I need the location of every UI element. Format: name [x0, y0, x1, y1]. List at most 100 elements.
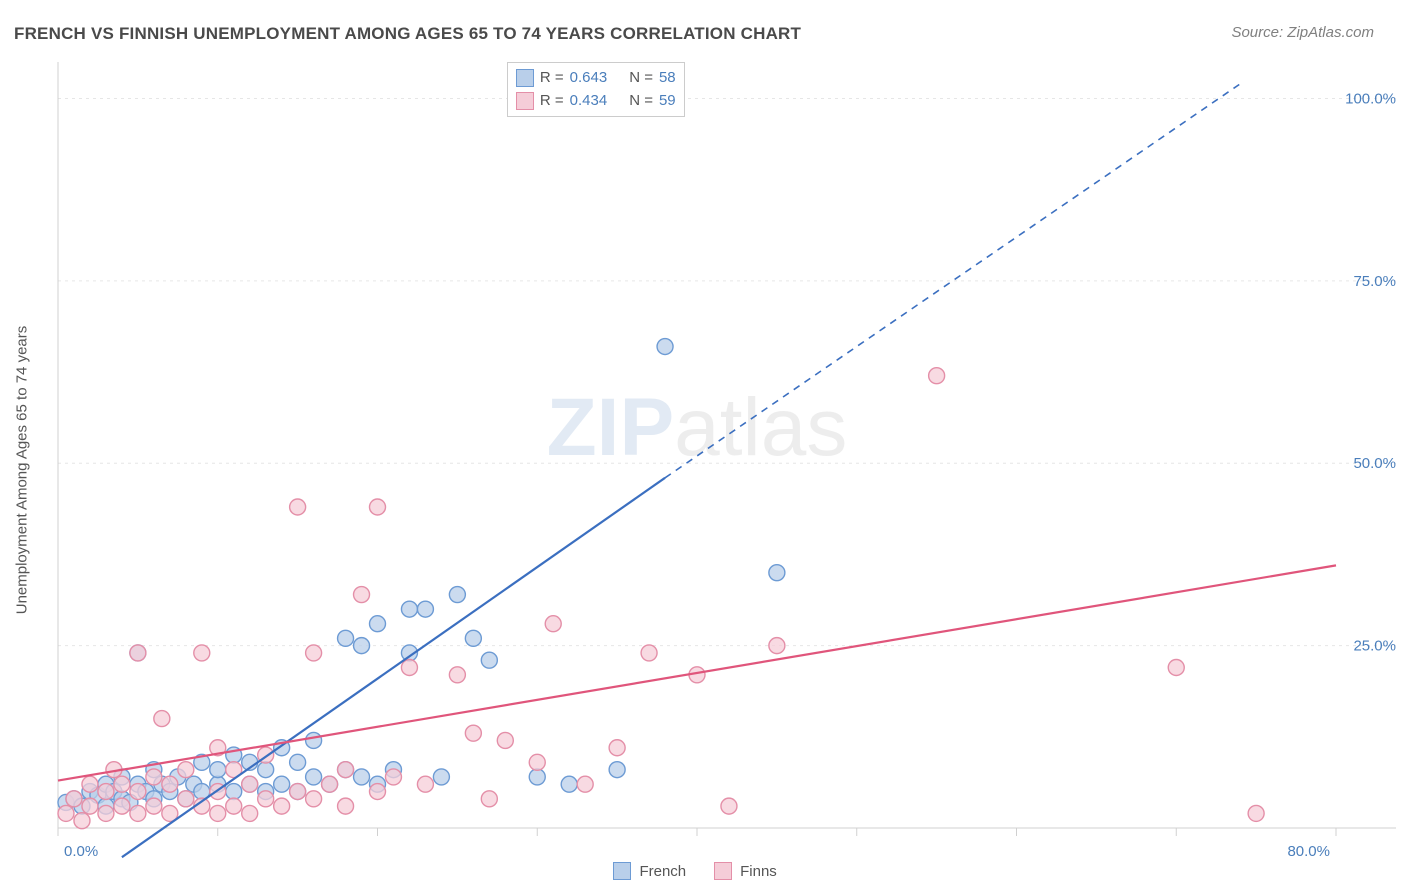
data-point-french — [609, 762, 625, 778]
data-point-finns — [1168, 660, 1184, 676]
data-point-finns — [194, 645, 210, 661]
swatch-icon — [714, 862, 732, 880]
data-point-french — [258, 762, 274, 778]
data-point-finns — [769, 638, 785, 654]
legend-item-finns: Finns — [714, 862, 777, 880]
data-point-finns — [385, 769, 401, 785]
data-point-finns — [290, 784, 306, 800]
data-point-french — [290, 754, 306, 770]
chart-title: FRENCH VS FINNISH UNEMPLOYMENT AMONG AGE… — [14, 24, 801, 44]
legend-item-french: French — [613, 862, 686, 880]
stat-r-label: R = — [540, 67, 564, 90]
y-tick-label: 75.0% — [1353, 273, 1396, 290]
data-point-finns — [82, 776, 98, 792]
stat-n-value: 58 — [659, 67, 676, 90]
data-point-french — [354, 638, 370, 654]
data-point-french — [306, 732, 322, 748]
x-min-label: 0.0% — [64, 843, 98, 860]
data-point-french — [306, 769, 322, 785]
data-point-finns — [98, 784, 114, 800]
data-point-finns — [242, 805, 258, 821]
data-point-french — [210, 762, 226, 778]
data-point-finns — [274, 798, 290, 814]
data-point-finns — [338, 762, 354, 778]
data-point-french — [657, 339, 673, 355]
stat-n-value: 59 — [659, 90, 676, 113]
y-tick-label: 50.0% — [1353, 455, 1396, 472]
data-point-finns — [497, 732, 513, 748]
data-point-finns — [154, 711, 170, 727]
stats-row-french: R = 0.643 N = 58 — [516, 67, 676, 90]
data-point-finns — [74, 813, 90, 829]
data-point-finns — [178, 791, 194, 807]
data-point-finns — [929, 368, 945, 384]
data-point-french — [433, 769, 449, 785]
data-point-finns — [114, 776, 130, 792]
data-point-french — [465, 630, 481, 646]
plot-area: 0.0%80.0%25.0%50.0%75.0%100.0%ZIPatlas R… — [54, 56, 1386, 884]
data-point-finns — [401, 660, 417, 676]
swatch-icon — [516, 69, 534, 87]
data-point-french — [449, 587, 465, 603]
data-point-french — [561, 776, 577, 792]
data-point-finns — [290, 499, 306, 515]
trend-line-finns — [58, 565, 1336, 780]
data-point-finns — [98, 805, 114, 821]
legend-label: Finns — [740, 863, 777, 880]
trend-line-french — [122, 478, 665, 857]
data-point-finns — [130, 645, 146, 661]
data-point-finns — [322, 776, 338, 792]
scatter-chart-svg: 0.0% 80.0% 25.0% 50.0% 75.0% 100.0% ZIPatlas — [54, 56, 1404, 876]
data-point-finns — [481, 791, 497, 807]
y-tick-label: 100.0% — [1345, 90, 1396, 107]
stat-n-label: N = — [629, 90, 653, 113]
data-point-french — [370, 616, 386, 632]
data-point-finns — [258, 791, 274, 807]
data-point-french — [481, 652, 497, 668]
data-point-finns — [226, 798, 242, 814]
data-point-finns — [338, 798, 354, 814]
data-point-finns — [130, 784, 146, 800]
data-point-finns — [306, 791, 322, 807]
data-point-finns — [146, 798, 162, 814]
data-point-finns — [529, 754, 545, 770]
series-legend: French Finns — [613, 862, 776, 880]
data-point-finns — [417, 776, 433, 792]
correlation-stats-box: R = 0.643 N = 58 R = 0.434 N = 59 — [507, 62, 685, 117]
y-tick-label: 25.0% — [1353, 638, 1396, 655]
data-point-finns — [370, 499, 386, 515]
y-axis-label: Unemployment Among Ages 65 to 74 years — [14, 326, 31, 615]
data-point-finns — [370, 784, 386, 800]
data-point-french — [417, 601, 433, 617]
data-point-french — [529, 769, 545, 785]
chart-container: Unemployment Among Ages 65 to 74 years 0… — [30, 56, 1386, 884]
legend-label: French — [639, 863, 686, 880]
data-point-finns — [306, 645, 322, 661]
data-point-finns — [130, 805, 146, 821]
stat-r-value: 0.643 — [570, 67, 608, 90]
data-point-finns — [162, 776, 178, 792]
data-point-french — [226, 784, 242, 800]
data-point-french — [354, 769, 370, 785]
watermark: ZIPatlas — [547, 382, 848, 473]
stats-row-finns: R = 0.434 N = 59 — [516, 90, 676, 113]
data-point-finns — [178, 762, 194, 778]
data-point-french — [769, 565, 785, 581]
stat-r-label: R = — [540, 90, 564, 113]
data-point-french — [401, 601, 417, 617]
data-point-finns — [146, 769, 162, 785]
data-point-finns — [210, 805, 226, 821]
data-point-finns — [66, 791, 82, 807]
data-point-finns — [354, 587, 370, 603]
swatch-icon — [516, 92, 534, 110]
data-point-finns — [114, 798, 130, 814]
data-point-french — [338, 630, 354, 646]
x-max-label: 80.0% — [1287, 843, 1330, 860]
stat-n-label: N = — [629, 67, 653, 90]
source-attribution: Source: ZipAtlas.com — [1231, 24, 1374, 41]
swatch-icon — [613, 862, 631, 880]
data-point-finns — [242, 776, 258, 792]
data-point-finns — [465, 725, 481, 741]
data-point-finns — [82, 798, 98, 814]
stat-r-value: 0.434 — [570, 90, 608, 113]
